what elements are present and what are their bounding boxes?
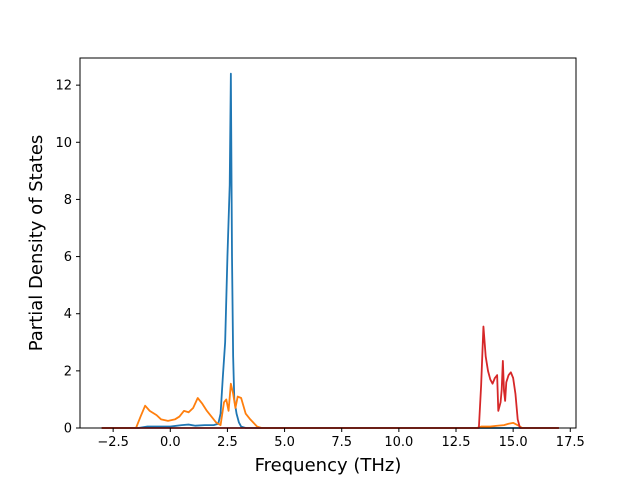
plot-lines (101, 72, 559, 429)
x-tick-label: −2.5 (97, 435, 129, 450)
x-tick-label: 5.0 (274, 435, 295, 450)
y-axis: 0 2 4 6 8 10 12 (55, 79, 80, 437)
x-tick-label: 12.5 (442, 435, 471, 450)
x-tick-label: 7.5 (331, 435, 352, 450)
x-tick-label: 15.0 (499, 435, 528, 450)
y-tick-label: 6 (64, 250, 72, 265)
y-tick-label: 10 (55, 136, 72, 151)
x-axis-label: Frequency (THz) (255, 455, 402, 476)
y-tick-label: 12 (55, 79, 72, 94)
x-tick-label: 17.5 (556, 435, 585, 450)
x-tick-label: 10.0 (384, 435, 413, 450)
y-axis-label: Partial Density of States (26, 135, 47, 352)
series-line-1 (101, 382, 559, 429)
x-tick-label: 0.0 (160, 435, 181, 450)
y-tick-label: 8 (64, 193, 72, 208)
series-line-2 (101, 325, 559, 429)
series-line-0 (101, 72, 559, 429)
x-tick-label: 2.5 (217, 435, 238, 450)
plot-frame (79, 57, 577, 429)
y-tick-label: 4 (64, 307, 72, 322)
x-axis: −2.5 0.0 2.5 5.0 7.5 10.0 12.5 15.0 17.5 (97, 428, 585, 450)
y-tick-label: 2 (64, 364, 72, 379)
y-tick-label: 0 (64, 422, 72, 437)
